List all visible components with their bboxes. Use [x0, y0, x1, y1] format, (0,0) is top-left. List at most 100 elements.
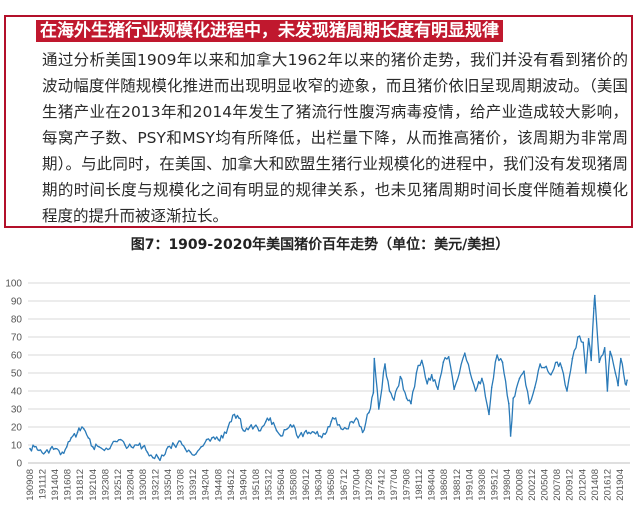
data-point	[313, 431, 316, 434]
data-point	[248, 426, 251, 428]
data-point	[566, 390, 568, 392]
data-point	[405, 397, 408, 399]
data-point	[624, 383, 627, 385]
data-point	[590, 359, 592, 362]
data-point	[205, 438, 208, 441]
data-point	[195, 453, 197, 455]
x-tick-label: 194408	[213, 469, 224, 501]
data-point	[351, 420, 353, 423]
data-point	[157, 456, 159, 459]
x-tick-label: 193008	[138, 469, 149, 501]
data-point	[488, 413, 490, 416]
x-tick-label: 198812	[452, 469, 463, 501]
data-point	[458, 372, 461, 374]
x-tick-label: 193708	[176, 469, 187, 501]
x-tick-label: 195108	[251, 469, 262, 501]
x-tick-label: 199308	[477, 469, 488, 501]
data-point	[109, 447, 111, 450]
price-series-line	[29, 294, 628, 462]
y-tick-label: 100	[5, 279, 22, 290]
data-point	[361, 431, 364, 434]
y-tick-label: 80	[11, 315, 23, 326]
data-point	[305, 429, 307, 432]
x-tick-label: 201612	[602, 469, 613, 501]
data-point	[98, 446, 100, 448]
data-point	[571, 357, 574, 360]
data-point	[44, 451, 46, 453]
x-tick-label: 201408	[590, 469, 601, 501]
x-tick-label: 200708	[552, 469, 563, 501]
data-point	[87, 437, 90, 439]
y-tick-label: 60	[11, 351, 23, 362]
data-point	[593, 307, 595, 309]
data-point	[83, 428, 85, 430]
data-point	[620, 357, 622, 360]
x-tick-label: 196304	[314, 469, 325, 501]
data-point	[217, 438, 220, 441]
data-point	[79, 429, 81, 432]
x-tick-label: 197908	[402, 469, 413, 501]
data-point	[317, 435, 320, 437]
x-tick-label: 199804	[502, 469, 513, 501]
x-tick-label: 192308	[100, 469, 111, 501]
data-point	[238, 417, 240, 419]
y-tick-label: 10	[11, 441, 23, 452]
data-point	[114, 440, 116, 443]
data-point	[388, 390, 391, 392]
data-point	[518, 377, 521, 380]
y-tick-label: 70	[11, 333, 23, 344]
data-point	[378, 408, 380, 410]
x-tick-label: 192104	[88, 469, 99, 501]
x-tick-label: 194904	[238, 469, 249, 501]
x-tick-label: 193912	[188, 469, 199, 501]
data-point	[469, 372, 472, 374]
data-point	[124, 444, 126, 446]
data-point	[135, 444, 138, 446]
data-point	[173, 444, 176, 446]
data-point	[617, 384, 619, 387]
data-point	[509, 435, 512, 437]
data-point	[528, 402, 531, 405]
x-tick-label: 200008	[515, 469, 526, 501]
x-tick-label: 191404	[50, 469, 61, 501]
data-point	[66, 446, 68, 448]
data-point	[324, 433, 326, 435]
x-tick-label: 194612	[226, 469, 237, 501]
data-point	[534, 386, 536, 389]
x-tick-label: 196012	[301, 469, 312, 501]
data-point	[269, 417, 272, 419]
data-point	[606, 390, 609, 392]
data-point	[280, 435, 282, 437]
data-point	[38, 449, 40, 452]
x-tick-label: 192804	[125, 469, 136, 501]
data-point	[61, 451, 64, 453]
data-point	[426, 383, 429, 385]
data-point	[474, 390, 477, 392]
data-point	[297, 437, 299, 439]
x-tick-label: 196508	[326, 469, 337, 501]
data-point	[222, 437, 224, 439]
data-point	[275, 429, 278, 432]
y-tick-label: 30	[11, 405, 23, 416]
x-tick-label: 193212	[151, 469, 162, 501]
x-tick-label: 198404	[427, 469, 438, 501]
data-point	[594, 294, 596, 297]
summary-box: 在海外生猪行业规模化进程中，未发现猪周期长度有明显规律 通过分析美国1909年以…	[4, 15, 633, 228]
data-point	[265, 420, 267, 423]
data-point	[582, 341, 584, 344]
data-point	[490, 386, 493, 389]
data-point	[233, 413, 236, 416]
data-point	[334, 417, 337, 419]
data-point	[587, 338, 590, 340]
x-tick-label: 196712	[339, 469, 350, 501]
data-point	[146, 451, 149, 453]
data-point	[200, 446, 202, 448]
data-point	[76, 431, 79, 434]
x-tick-label: 200912	[565, 469, 576, 501]
x-tick-label: 192512	[113, 469, 124, 501]
x-tick-label: 195604	[276, 469, 287, 501]
data-point	[399, 375, 402, 378]
data-point	[598, 361, 601, 363]
data-point	[539, 363, 541, 365]
data-point	[373, 357, 376, 360]
